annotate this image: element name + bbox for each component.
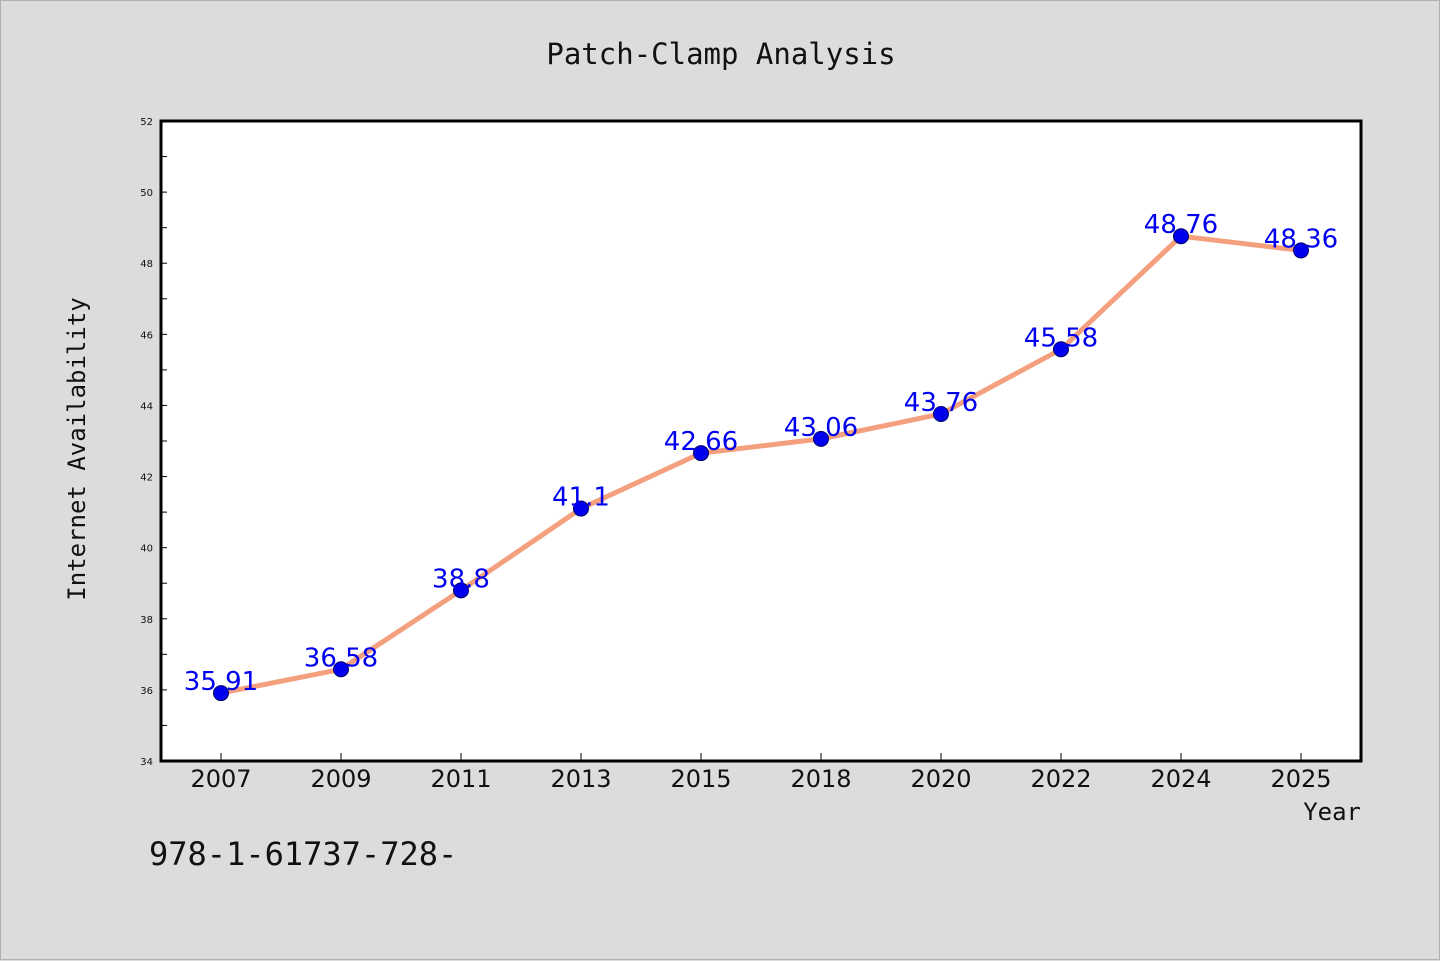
series-line	[220, 233, 1302, 696]
data-label: 45.58	[1024, 323, 1098, 353]
y-tick-label: 42	[140, 473, 153, 484]
data-label: 38.8	[432, 564, 490, 594]
y-tick-label: 48	[140, 259, 153, 270]
y-tick-label: 46	[140, 330, 153, 341]
data-point	[453, 582, 469, 599]
y-tick-label: 52	[140, 117, 153, 128]
x-axis-label: Year	[1303, 798, 1361, 826]
data-label: 35.91	[184, 667, 258, 697]
data-label: 42.66	[664, 427, 738, 457]
data-label: 36.58	[304, 643, 378, 673]
x-tick-label: 2025	[1270, 765, 1331, 793]
y-tick-label: 38	[140, 615, 153, 626]
x-tick-label: 2011	[430, 765, 491, 793]
x-tick-label: 2022	[1030, 765, 1091, 793]
data-point	[573, 500, 589, 517]
data-point	[813, 430, 829, 447]
data-label: 48.36	[1264, 224, 1338, 254]
footer-text: 978-1-61737-728-	[149, 835, 457, 873]
x-tick-label: 2018	[790, 765, 851, 793]
y-axis-label: Internet Availability	[63, 297, 91, 600]
x-tick-label: 2015	[670, 765, 731, 793]
data-label: 41.1	[552, 483, 610, 513]
data-point	[213, 685, 229, 702]
y-tick-label: 34	[140, 757, 153, 768]
y-tick-label: 40	[140, 544, 153, 555]
y-tick-label: 50	[140, 188, 153, 199]
x-tick-label: 2024	[1150, 765, 1211, 793]
data-label: 43.76	[904, 388, 978, 418]
y-axis: 34 36 38 40 42 44 46 48 50 52	[140, 117, 167, 768]
x-tick-label: 2013	[550, 765, 611, 793]
data-label: 43.06	[784, 413, 858, 443]
data-point	[933, 405, 949, 422]
x-tick-label: 2020	[910, 765, 971, 793]
data-point	[1173, 228, 1189, 245]
data-label: 48.76	[1144, 210, 1218, 240]
x-tick-label: 2009	[310, 765, 371, 793]
data-point	[693, 445, 709, 462]
y-tick-label: 36	[140, 686, 153, 697]
data-point	[333, 661, 349, 678]
data-point	[1293, 242, 1309, 259]
chart-title: Patch-Clamp Analysis	[546, 37, 895, 71]
x-tick-label: 2007	[190, 765, 251, 793]
x-axis: 2007 2009 2011 2013 2015 2018 2020 2022 2024 2025	[190, 753, 1332, 793]
data-point	[1053, 341, 1069, 358]
y-tick-label: 44	[140, 401, 153, 412]
series-layer: 35.91 36.58 38.8 41.1 42.66 43.06 43.76 45.58 48…	[184, 210, 1338, 702]
